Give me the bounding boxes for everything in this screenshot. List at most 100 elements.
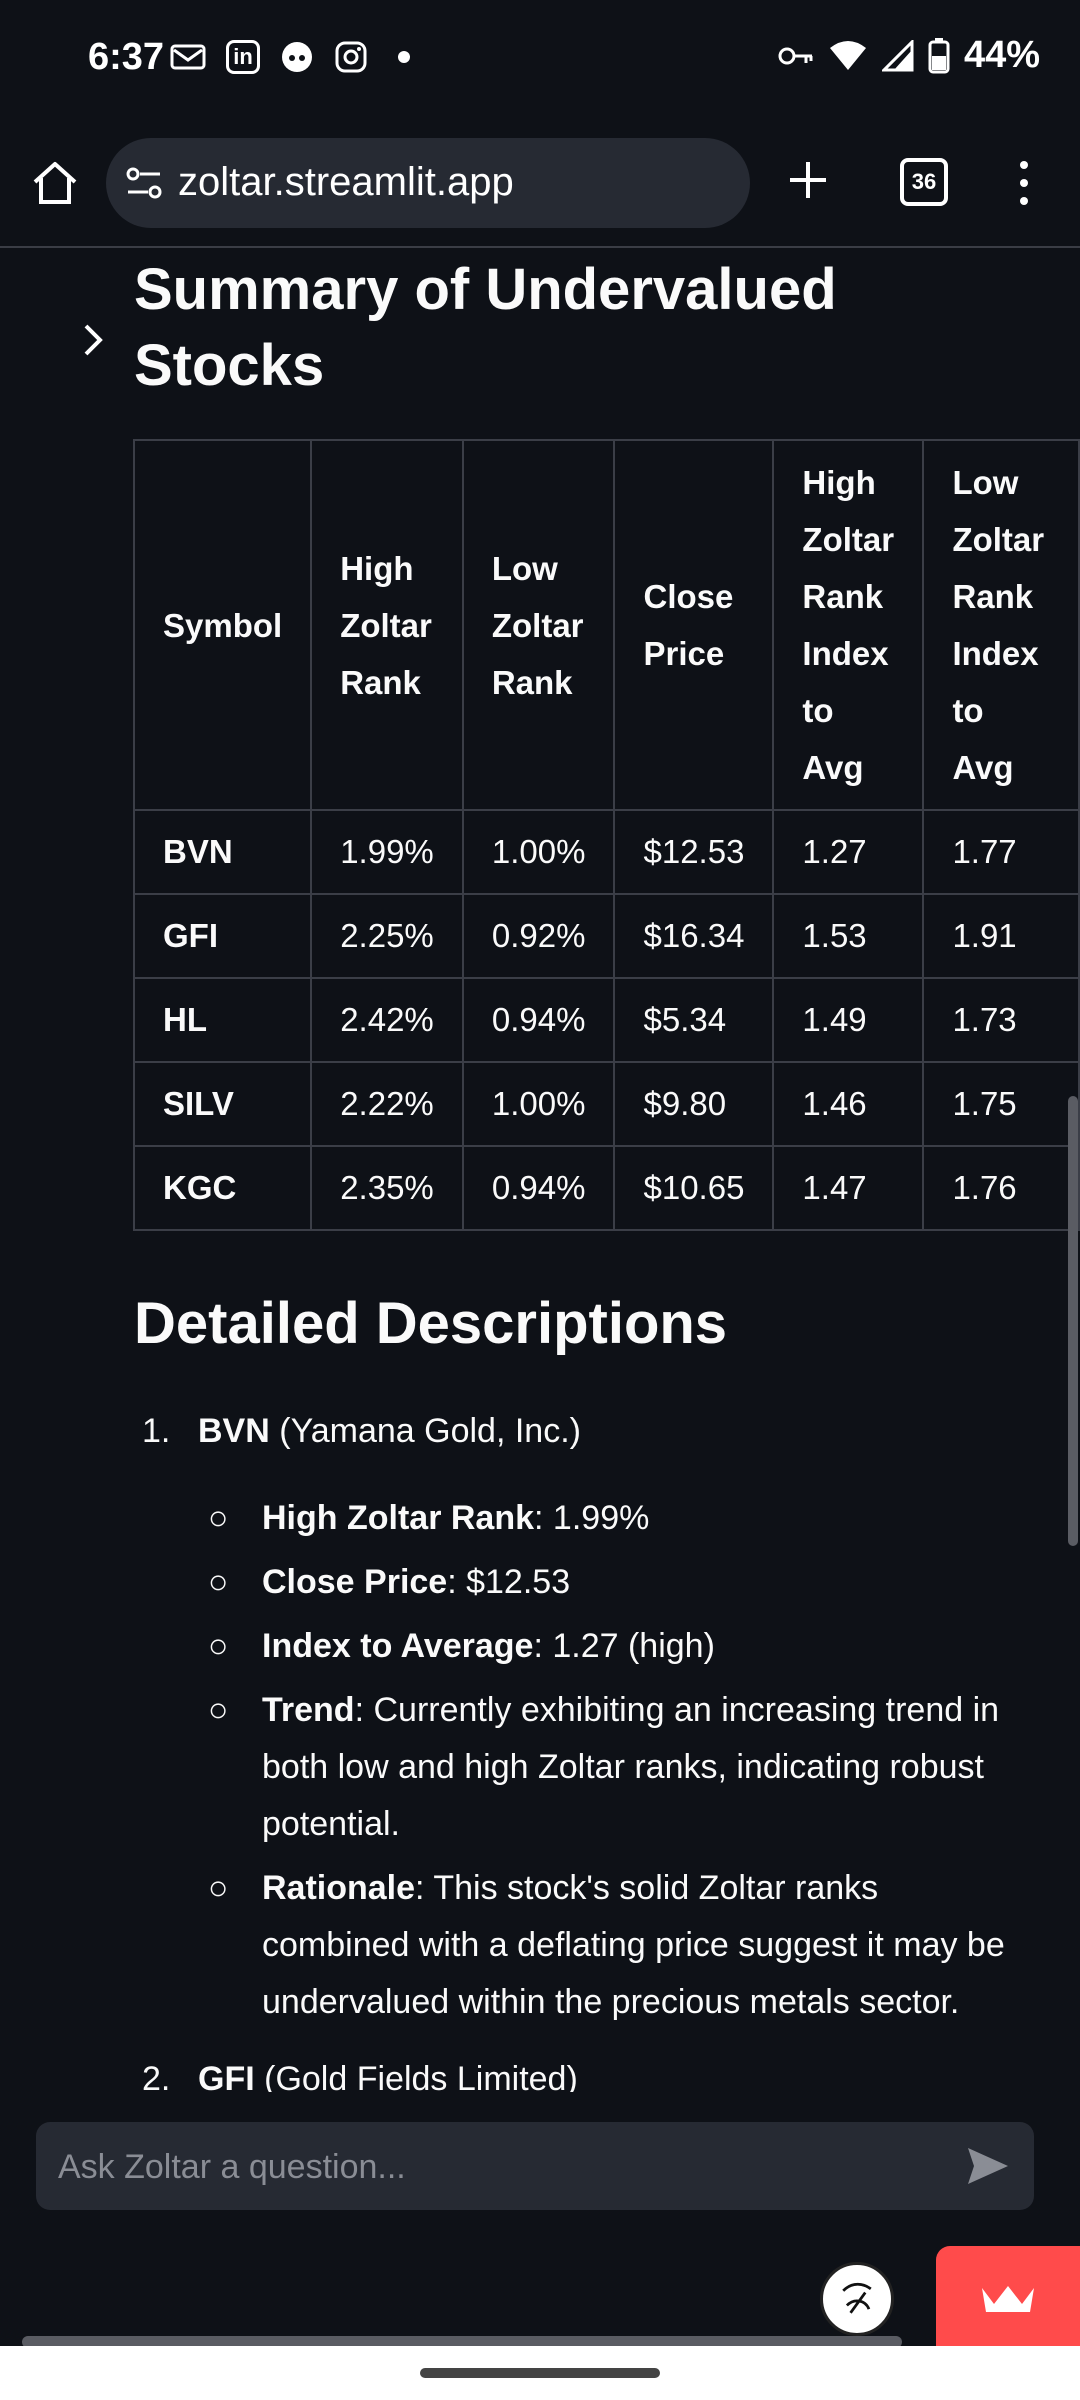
system-status: 44%	[778, 34, 1040, 77]
stock-symbol: BVN	[198, 1412, 270, 1450]
detail-label: Rationale	[262, 1869, 416, 1907]
cell-symbol: SILV	[132, 1061, 313, 1147]
linkedin-icon: in	[226, 40, 260, 74]
stock-symbol: GFI	[198, 2060, 255, 2092]
cell-high-index: 1.27	[772, 809, 925, 895]
detail-label: Close Price	[262, 1563, 448, 1601]
cell-high-rank: 2.35%	[310, 1145, 464, 1231]
stock-detail-points: ○ High Zoltar Rank: 1.99% ○ Close Price: $…	[134, 1490, 1014, 2031]
detail-label: Trend	[262, 1691, 355, 1729]
cell-high-index: 1.46	[772, 1061, 925, 1147]
column-header-close-price: Close Price	[613, 439, 775, 811]
detail-label: High Zoltar Rank	[262, 1499, 535, 1537]
cell-low-index: 1.73	[922, 977, 1080, 1063]
cell-close-price: $12.53	[613, 809, 775, 895]
detail-text: 1.27 (high)	[542, 1627, 715, 1665]
table-row: BVN 1.99% 1.00% $12.53 1.27 1.77	[132, 809, 1080, 895]
cell-high-rank: 1.99%	[310, 809, 464, 895]
cell-close-price: $16.34	[613, 893, 775, 979]
detail-label: Index to Average	[262, 1627, 534, 1665]
system-nav-bar	[0, 2346, 1080, 2400]
table-row: SILV 2.22% 1.00% $9.80 1.46 1.75	[132, 1061, 1080, 1147]
cell-symbol: HL	[132, 977, 313, 1063]
chat-input-container	[36, 2122, 1034, 2212]
bullet-icon: ○	[208, 1869, 229, 1907]
list-item-number: 2.	[142, 2060, 171, 2092]
cell-low-index: 1.91	[922, 893, 1080, 979]
horizontal-scrollbar[interactable]	[22, 2336, 902, 2348]
site-settings-icon[interactable]	[126, 166, 162, 200]
cell-close-price: $9.80	[613, 1061, 775, 1147]
list-item-number: 1.	[142, 1412, 171, 1450]
table-row: HL 2.42% 0.94% $5.34 1.49 1.73	[132, 977, 1080, 1063]
zoltar-avatar-icon[interactable]	[820, 2262, 894, 2336]
cell-low-index: 1.76	[922, 1145, 1080, 1231]
cell-high-index: 1.53	[772, 893, 925, 979]
detail-point: ○ Trend: Currently exhibiting an increasi…	[134, 1682, 1014, 1853]
list-item: 1. BVN (Yamana Gold, Inc.)	[134, 1412, 1014, 1472]
cell-close-price: $10.65	[613, 1145, 775, 1231]
cell-low-index: 1.75	[922, 1061, 1080, 1147]
list-item-title: BVN (Yamana Gold, Inc.)	[198, 1412, 581, 1451]
cell-high-rank: 2.22%	[310, 1061, 464, 1147]
instagram-icon	[335, 41, 367, 73]
cell-high-rank: 2.25%	[310, 893, 464, 979]
cell-low-rank: 0.94%	[461, 1145, 616, 1231]
cell-high-index: 1.47	[772, 1145, 925, 1231]
overflow-menu-icon[interactable]	[1012, 158, 1036, 208]
cell-signal-icon	[881, 39, 914, 71]
status-time: 6:37	[88, 36, 165, 78]
detail-text: $12.53	[456, 1563, 571, 1601]
address-bar[interactable]: zoltar.streamlit.app	[106, 138, 750, 228]
cell-low-rank: 0.94%	[461, 977, 616, 1063]
url-text: zoltar.streamlit.app	[178, 160, 514, 204]
detail-point: ○ High Zoltar Rank: 1.99%	[134, 1490, 1014, 1547]
browser-toolbar: zoltar.streamlit.app 36	[0, 120, 1080, 248]
undervalued-stocks-table: Symbol High Zoltar Rank Low Zoltar Rank …	[132, 439, 1080, 1231]
reddit-icon	[282, 42, 312, 72]
detailed-descriptions-heading: Detailed Descriptions	[134, 1291, 728, 1356]
cell-low-rank: 0.92%	[461, 893, 616, 979]
status-bar: 6:37 in 44%	[0, 0, 1080, 120]
mail-notification-icon	[170, 44, 206, 70]
cell-low-index: 1.77	[922, 809, 1080, 895]
bullet-icon: ○	[208, 1691, 229, 1729]
crown-icon	[982, 2286, 1034, 2312]
cell-high-rank: 2.42%	[310, 977, 464, 1063]
table-row: GFI 2.25% 0.92% $16.34 1.53 1.91	[132, 893, 1080, 979]
column-header-low-rank: Low Zoltar Rank	[461, 439, 616, 811]
streamlit-badge[interactable]	[936, 2246, 1080, 2346]
table-row: KGC 2.35% 0.94% $10.65 1.47 1.76	[132, 1145, 1080, 1231]
list-item: 2. GFI (Gold Fields Limited)	[134, 2052, 1034, 2092]
home-icon[interactable]	[30, 158, 80, 208]
battery-percent: 44%	[963, 34, 1040, 76]
chat-input[interactable]	[56, 2122, 960, 2212]
tab-switcher-button[interactable]: 36	[900, 158, 948, 206]
page-scrollbar[interactable]	[1068, 1096, 1078, 1546]
detail-point: ○ Index to Average: 1.27 (high)	[134, 1618, 1014, 1675]
cell-close-price: $5.34	[613, 977, 775, 1063]
gesture-handle[interactable]	[420, 2368, 660, 2378]
new-tab-icon[interactable]	[786, 158, 830, 202]
summary-heading: Summary of Undervalued Stocks	[134, 257, 837, 398]
description-list: 1. BVN (Yamana Gold, Inc.) ○ High Zoltar …	[134, 1412, 1014, 2038]
cell-high-index: 1.49	[772, 977, 925, 1063]
table-header-row: Symbol High Zoltar Rank Low Zoltar Rank …	[132, 439, 1080, 811]
detail-text: Currently exhibiting an increasing trend…	[262, 1691, 1000, 1843]
list-item-title: GFI (Gold Fields Limited)	[198, 2060, 578, 2092]
battery-icon	[928, 37, 950, 73]
wifi-icon	[829, 40, 866, 70]
cell-symbol: BVN	[132, 809, 313, 895]
notification-icons: in	[170, 40, 410, 74]
bullet-icon: ○	[208, 1563, 229, 1601]
detail-point: ○ Close Price: $12.53	[134, 1554, 1014, 1611]
more-notifications-dot	[398, 51, 410, 63]
bullet-icon: ○	[208, 1499, 229, 1537]
cell-low-rank: 1.00%	[461, 1061, 616, 1147]
vpn-key-icon	[778, 47, 813, 64]
column-header-symbol: Symbol	[132, 439, 313, 811]
send-icon[interactable]	[964, 2144, 1012, 2188]
cell-symbol: KGC	[132, 1145, 313, 1231]
sidebar-expand-chevron-icon[interactable]	[78, 320, 108, 360]
detail-point: ○ Rationale: This stock's solid Zoltar ra…	[134, 1860, 1014, 2031]
